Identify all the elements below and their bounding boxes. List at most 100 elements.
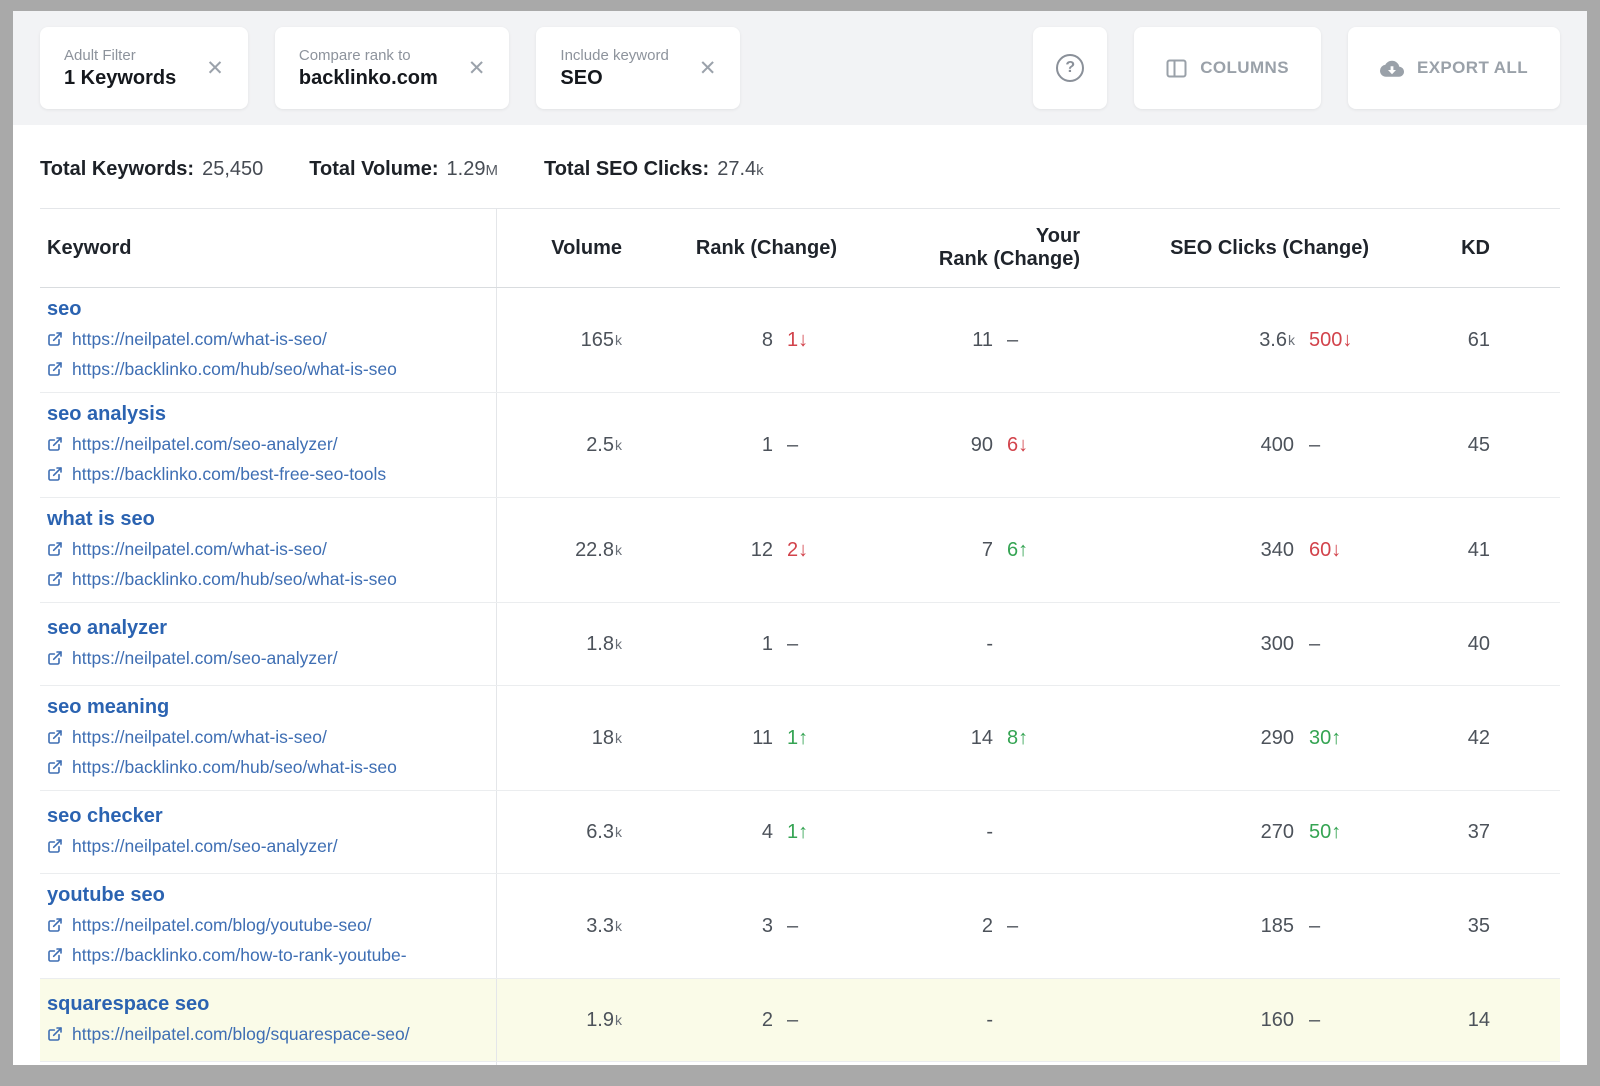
external-link-icon xyxy=(47,838,63,854)
column-header-seo-clicks: SEO Clicks (Change) xyxy=(1170,236,1369,259)
keyword-link[interactable]: what is seo xyxy=(47,508,155,530)
external-link-icon xyxy=(47,331,63,347)
cell-rank: 1– xyxy=(647,603,865,685)
clicks-change: 50↑ xyxy=(1309,820,1342,843)
url-link[interactable]: https://neilpatel.com/what-is-seo/ xyxy=(47,534,476,564)
filter-chip-adult-filter: Adult Filter 1 Keywords ✕ xyxy=(40,27,248,109)
export-all-button[interactable]: EXPORT ALL xyxy=(1347,27,1560,109)
url-link[interactable]: https://neilpatel.com/seo-analyzer/ xyxy=(47,643,476,673)
external-link-icon xyxy=(47,917,63,933)
keyword-links: https://neilpatel.com/blog/squarespace-s… xyxy=(47,1019,476,1049)
cell-your-rank: - xyxy=(986,632,993,655)
keyword-links: https://neilpatel.com/what-is-seo/ https… xyxy=(47,534,476,594)
total-volume-label: Total Volume: xyxy=(309,158,439,180)
filter-value: backlinko.com xyxy=(298,66,438,89)
keyword-links: https://neilpatel.com/blog/youtube-seo/ … xyxy=(47,910,476,970)
keyword-link[interactable]: seo checker xyxy=(47,805,163,827)
total-seo-clicks-label: Total SEO Clicks: xyxy=(543,158,710,180)
table-header: Keyword Volume Rank (Change) Your Rank (… xyxy=(40,209,1560,288)
keyword-link[interactable]: seo xyxy=(47,298,82,320)
cell-keyword: seo https://neilpatel.com/what-is-seo/ h… xyxy=(40,288,497,392)
url-link[interactable]: https://backlinko.com/best-free-seo-tool… xyxy=(47,459,476,489)
filter-label: Adult Filter xyxy=(64,46,136,64)
total-seo-clicks-value: 27.4 xyxy=(717,158,757,180)
table-row: seo analyzer https://neilpatel.com/seo-a… xyxy=(40,603,1560,686)
close-icon[interactable]: ✕ xyxy=(467,56,486,80)
url-link[interactable]: https://backlinko.com/hub/seo/what-is-se… xyxy=(47,752,476,782)
cell-kd: 42 xyxy=(1467,726,1490,749)
filter-value: SEO xyxy=(560,66,603,89)
external-link-icon xyxy=(47,466,63,482)
clicks-change: 500↓ xyxy=(1309,328,1353,351)
external-link-icon xyxy=(47,361,63,377)
keywords-table: Keyword Volume Rank (Change) Your Rank (… xyxy=(40,208,1560,1065)
url-link[interactable]: https://neilpatel.com/what-is-seo/ xyxy=(47,722,476,752)
cell-rank: 1– xyxy=(647,393,865,497)
url-link[interactable]: https://neilpatel.com/blog/youtube-seo/ xyxy=(47,910,476,940)
external-link-icon xyxy=(47,650,63,666)
table-row: seo analysis https://neilpatel.com/seo-a… xyxy=(40,393,1560,498)
table-body: seo https://neilpatel.com/what-is-seo/ h… xyxy=(40,288,1560,1062)
keyword-link[interactable]: seo analysis xyxy=(47,403,166,425)
rank-change: – xyxy=(787,433,799,456)
column-header-your-rank: Your Rank (Change) xyxy=(938,225,1080,270)
total-volume-value: 1.29 xyxy=(446,158,486,180)
column-header-volume: Volume xyxy=(551,236,622,259)
keyword-links: https://neilpatel.com/what-is-seo/ https… xyxy=(47,722,476,782)
rank-change: 1↑ xyxy=(787,820,809,843)
clicks-change: – xyxy=(1309,632,1321,655)
table-row: seo meaning https://neilpatel.com/what-i… xyxy=(40,686,1560,791)
keyword-research-panel: Adult Filter 1 Keywords ✕ Compare rank t… xyxy=(13,11,1587,1065)
external-link-icon xyxy=(47,571,63,587)
cell-volume: 6.3 k xyxy=(586,820,622,843)
keyword-link[interactable]: seo analyzer xyxy=(47,617,168,639)
url-link[interactable]: https://backlinko.com/hub/seo/what-is-se… xyxy=(47,354,476,384)
keyword-link[interactable]: squarespace seo xyxy=(47,993,210,1015)
keyword-links: https://neilpatel.com/seo-analyzer/ xyxy=(47,831,476,861)
total-keywords: Total Keywords: 25,450 xyxy=(40,158,263,181)
your-rank-change: – xyxy=(1007,914,1019,937)
cell-keyword: what is seo https://neilpatel.com/what-i… xyxy=(40,498,497,602)
close-icon[interactable]: ✕ xyxy=(206,56,224,80)
cell-kd: 61 xyxy=(1467,328,1490,351)
help-icon: ? xyxy=(1056,54,1085,82)
url-link[interactable]: https://backlinko.com/how-to-rank-youtub… xyxy=(47,940,476,970)
rank-change: – xyxy=(787,632,799,655)
cell-keyword: seo analysis https://neilpatel.com/seo-a… xyxy=(40,393,497,497)
external-link-icon xyxy=(47,729,63,745)
cell-rank: 2– xyxy=(647,979,865,1061)
cell-clicks: 300– xyxy=(1097,603,1419,685)
keyword-link[interactable]: seo meaning xyxy=(47,696,170,718)
rank-change: 2↓ xyxy=(787,538,809,561)
cell-your-rank: 2– xyxy=(865,874,1097,978)
filter-label: Compare rank to xyxy=(298,46,411,64)
cell-kd: 41 xyxy=(1467,538,1490,561)
columns-button[interactable]: COLUMNS xyxy=(1134,27,1321,109)
url-link[interactable]: https://backlinko.com/hub/seo/what-is-se… xyxy=(47,564,476,594)
url-link[interactable]: https://neilpatel.com/seo-analyzer/ xyxy=(47,429,476,459)
cell-kd: 14 xyxy=(1467,1008,1490,1031)
cell-rank: 3– xyxy=(647,874,865,978)
partial-next-row xyxy=(40,1062,1560,1065)
clicks-change: 60↓ xyxy=(1309,538,1342,561)
url-link[interactable]: https://neilpatel.com/what-is-seo/ xyxy=(47,324,476,354)
keyword-links: https://neilpatel.com/seo-analyzer/ http… xyxy=(47,429,476,489)
cell-kd: 37 xyxy=(1467,820,1490,843)
table-row: youtube seo https://neilpatel.com/blog/y… xyxy=(40,874,1560,979)
help-button[interactable]: ? xyxy=(1033,27,1108,109)
url-link[interactable]: https://neilpatel.com/seo-analyzer/ xyxy=(47,831,476,861)
url-link[interactable]: https://neilpatel.com/blog/squarespace-s… xyxy=(47,1019,476,1049)
your-rank-change: 8↑ xyxy=(1007,726,1029,749)
your-rank-change: 6↓ xyxy=(1007,433,1029,456)
close-icon[interactable]: ✕ xyxy=(698,56,717,80)
filter-value: 1 Keywords xyxy=(64,66,177,89)
cell-rank: 8 1↓ xyxy=(647,288,865,392)
totals-bar: Total Keywords: 25,450 Total Volume: 1.29M… xyxy=(40,125,1560,208)
keyword-link[interactable]: youtube seo xyxy=(47,884,165,906)
rank-change: 1↑ xyxy=(787,726,809,749)
column-header-rank: Rank (Change) xyxy=(695,236,837,259)
cell-rank: 12 2↓ xyxy=(647,498,865,602)
cell-your-rank: 11– xyxy=(865,288,1097,392)
column-header-kd: KD xyxy=(1461,236,1490,259)
